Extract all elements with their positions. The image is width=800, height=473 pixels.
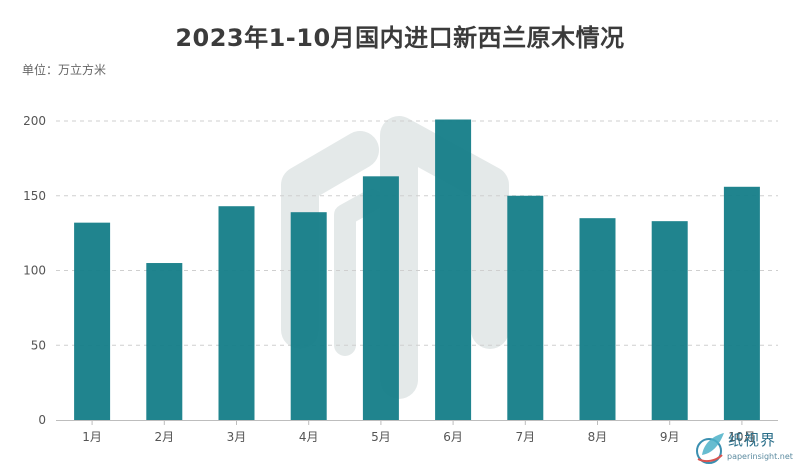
chart-title: 2023年1-10月国内进口新西兰原木情况: [175, 24, 625, 52]
x-tick-label: 5月: [371, 430, 391, 444]
bar: [74, 222, 111, 420]
x-tick-label: 10月: [728, 430, 755, 444]
bar: [651, 221, 688, 420]
y-tick-label: 200: [23, 114, 46, 128]
bar: [290, 212, 327, 420]
bar: [435, 119, 472, 420]
x-tick-label: 1月: [82, 430, 102, 444]
bar: [723, 186, 760, 420]
bar: [146, 263, 183, 420]
x-tick-label: 8月: [588, 430, 608, 444]
bar: [579, 218, 616, 420]
x-tick-label: 9月: [660, 430, 680, 444]
brand-site: paperinsight.net: [727, 452, 793, 461]
x-tick-label: 2月: [154, 430, 174, 444]
unit-label: 单位：万立方米: [22, 63, 107, 77]
x-tick-labels: 1月 2月 3月 4月 5月 6月 7月 8月 9月 10月: [82, 420, 756, 444]
bar: [507, 195, 544, 420]
x-tick-label: 4月: [299, 430, 319, 444]
y-tick-label: 0: [38, 413, 46, 427]
x-tick-label: 6月: [443, 430, 463, 444]
x-tick-label: 7月: [515, 430, 535, 444]
y-tick-label: 50: [31, 338, 46, 352]
bar: [362, 176, 399, 420]
bars: [74, 119, 760, 420]
brand-logo: 纸视界 paperinsight.net: [694, 427, 794, 469]
brand-name: 纸视界: [728, 431, 777, 449]
y-tick-labels: 0 50 100 150 200: [23, 114, 46, 427]
bar: [218, 206, 255, 420]
leaf-icon: [696, 433, 724, 464]
x-tick-label: 3月: [227, 430, 247, 444]
y-tick-label: 150: [23, 189, 46, 203]
y-tick-label: 100: [23, 264, 46, 278]
